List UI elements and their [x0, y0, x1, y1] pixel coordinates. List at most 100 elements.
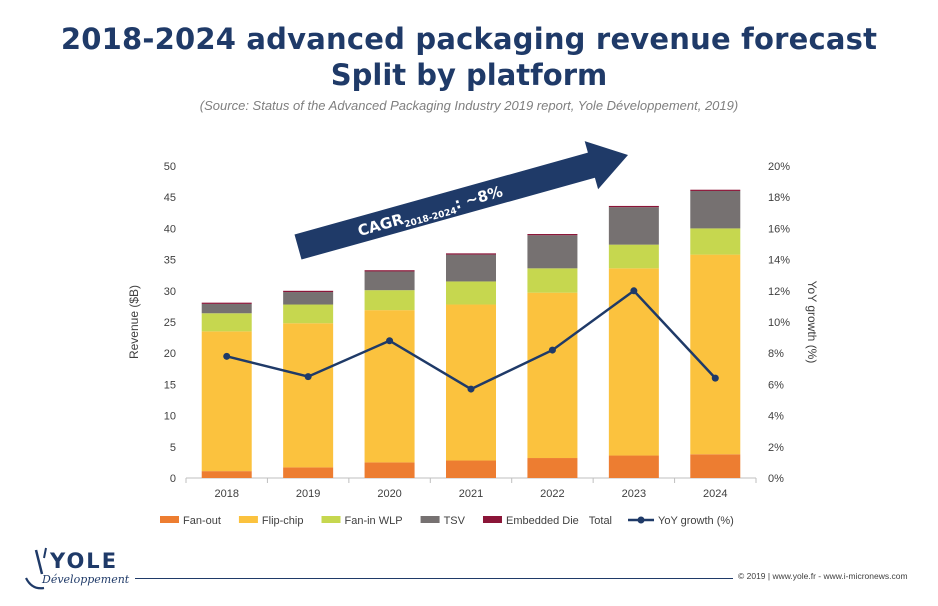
yoy-point [711, 374, 719, 382]
bar-segment [283, 292, 334, 305]
x-tick-label: 2019 [296, 488, 320, 500]
bar-segment [364, 290, 415, 311]
legend-swatch [238, 516, 258, 523]
legend-label-total: Total [589, 515, 612, 527]
y-tick-label: 10 [164, 411, 176, 423]
bar-segment [283, 290, 334, 293]
bar-segment [690, 454, 741, 478]
y-tick-label: 0 [170, 473, 176, 485]
chart-title: 2018-2024 advanced packaging revenue for… [60, 22, 878, 56]
bar-segment [690, 190, 741, 229]
bar-series [201, 189, 741, 478]
chart-axes [185, 477, 757, 483]
cagr-arrow-icon: CAGR2018-2024: ~8% [294, 141, 628, 260]
bar-segment [608, 207, 659, 245]
x-tick-label: 2020 [377, 488, 401, 500]
legend-swatch [420, 516, 440, 523]
y-tick-label: 5 [170, 442, 176, 454]
yoy-point [548, 346, 556, 354]
yole-logo-icon [25, 547, 47, 590]
bar-segment [283, 304, 334, 324]
yoy-point [630, 287, 638, 295]
bar-segment [527, 235, 578, 269]
chart-subtitle: Split by platform [330, 58, 608, 92]
bar-segment [201, 302, 252, 304]
bar-segment [608, 244, 659, 269]
yoy-point [304, 373, 312, 381]
y2-tick-label: 18% [768, 192, 790, 204]
bar-segment [283, 323, 334, 468]
bar-segment [201, 471, 252, 478]
bar-segment [690, 254, 741, 455]
y2-tick-label: 16% [768, 223, 790, 235]
y2-tick-label: 0% [768, 473, 784, 485]
bar-segment [446, 254, 496, 282]
legend-label: Fan-out [183, 515, 221, 527]
yoy-point [386, 337, 394, 345]
yoy-point [223, 352, 231, 360]
cagr-arrow-shape [294, 141, 628, 260]
x-tick-label: 2021 [459, 488, 483, 500]
cagr-annotation: CAGR2018-2024: ~8% [294, 141, 628, 260]
bar-segment [201, 331, 252, 472]
footer-divider [135, 578, 733, 579]
y-axis-title: Revenue ($B) [127, 285, 141, 359]
legend-swatch [482, 516, 502, 523]
y2-tick-label: 8% [768, 348, 784, 360]
y-tick-label: 30 [164, 286, 176, 298]
bar-segment [446, 304, 496, 461]
legend-label: Flip-chip [262, 515, 304, 527]
y2-tick-label: 2% [768, 442, 784, 454]
logo-wordmark: YOLE [50, 549, 119, 573]
bar-segment [201, 313, 252, 332]
y-tick-label: 45 [164, 192, 176, 204]
logo-tagline: Développement [42, 573, 130, 586]
legend-swatch [321, 516, 341, 523]
bar-segment [364, 462, 415, 478]
bar-segment [527, 292, 578, 459]
legend-label: Fan-in WLP [345, 515, 403, 527]
bar-segment [690, 189, 741, 191]
bar-segment [446, 281, 496, 305]
y2-tick-label: 4% [768, 411, 784, 423]
bar-segment [364, 270, 415, 272]
y-tick-label: 50 [164, 161, 176, 173]
x-tick-label: 2024 [703, 488, 727, 500]
bar-segment [364, 271, 415, 291]
axis-ticks: 0 5 10 15 20 25 30 35 40 45 50 0% 2% 4% 6% 8% 10% 12% 14% 1… [127, 161, 819, 500]
legend-swatch [160, 516, 179, 523]
y2-tick-label: 20% [768, 161, 790, 173]
bar-segment [446, 253, 496, 255]
yoy-point [467, 385, 475, 393]
legend-label: TSV [444, 515, 466, 527]
bar-segment [608, 205, 659, 208]
y-tick-label: 25 [164, 317, 176, 329]
bar-segment [527, 458, 578, 478]
y-tick-label: 15 [164, 379, 176, 391]
y2-tick-label: 14% [768, 255, 790, 267]
bar-segment [608, 268, 659, 456]
y-tick-label: 40 [164, 223, 176, 235]
legend-label: Embedded Die [506, 515, 579, 527]
y2-tick-label: 10% [768, 317, 790, 329]
source-note: (Source: Status of the Advanced Packagin… [199, 98, 739, 113]
x-tick-label: 2023 [622, 488, 646, 500]
bar-segment [446, 460, 496, 478]
y2-axis-title: YoY growth (%) [805, 281, 819, 364]
chart-legend: Fan-out Flip-chip Fan-in WLP TSV Embedded Di… [160, 515, 734, 527]
bar-segment [527, 234, 578, 236]
bar-segment [608, 455, 659, 478]
bar-segment [283, 467, 334, 478]
y-tick-label: 20 [164, 348, 176, 360]
bar-segment [527, 268, 578, 293]
x-tick-label: 2018 [214, 488, 238, 500]
x-tick-label: 2022 [540, 488, 564, 500]
legend-line-marker [637, 516, 645, 524]
y2-tick-label: 6% [768, 379, 784, 391]
bar-segment [201, 303, 252, 314]
bar-segment [690, 228, 741, 255]
y2-tick-label: 12% [768, 286, 790, 298]
yoy-line-series [223, 287, 719, 393]
bar-segment [364, 310, 415, 463]
